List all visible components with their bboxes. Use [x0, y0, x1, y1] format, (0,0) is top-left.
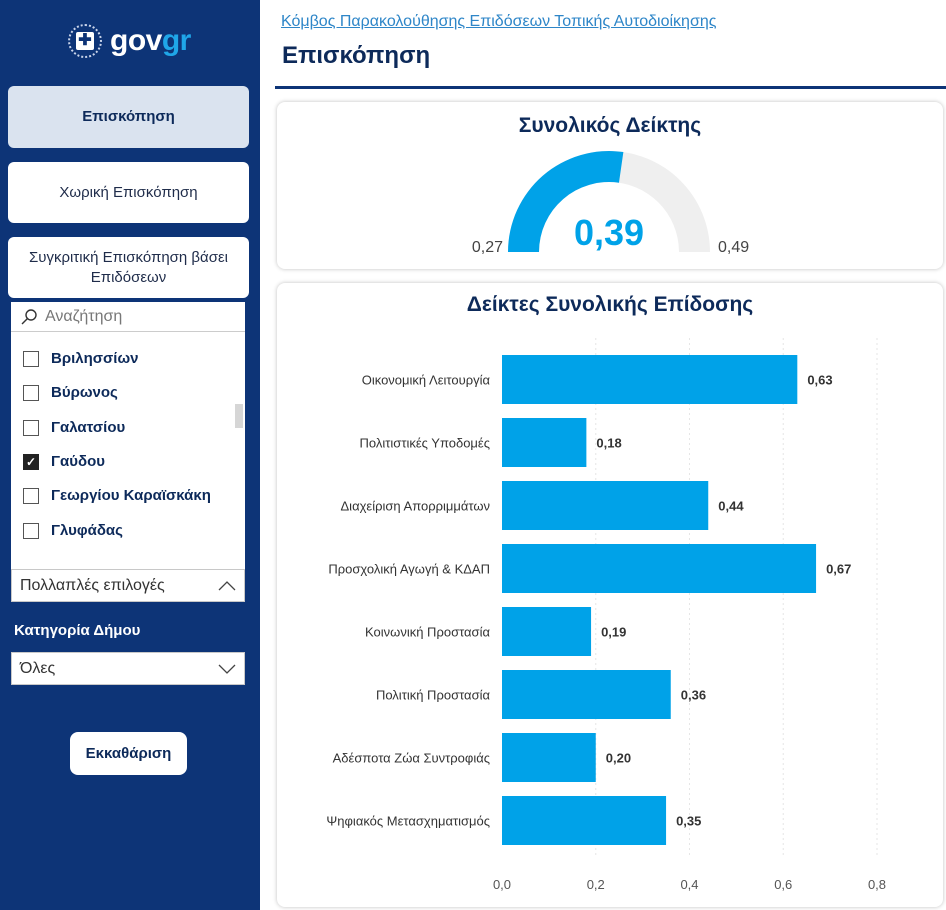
- category-label: Οικονομική Λειτουργία: [362, 373, 491, 388]
- data-label: 0,20: [606, 751, 631, 766]
- slicer-search[interactable]: Αναζήτηση: [11, 302, 245, 332]
- slicer-list: Βριλησσίων Βύρωνος Γαλατσίου ✓ Γαύδου Γεω…: [11, 332, 245, 568]
- x-tick-label: 0,4: [680, 877, 698, 892]
- list-item[interactable]: Γαλατσίου: [23, 419, 125, 436]
- gauge-title: Συνολικός Δείκτης: [518, 114, 702, 137]
- data-label: 0,63: [807, 373, 832, 388]
- checkbox[interactable]: [23, 487, 39, 504]
- nav-spatial-overview[interactable]: Χωρική Επισκόπηση: [8, 162, 249, 223]
- bar-chart-card: Δείκτες Συνολικής Επίδοσης 0,0 0,2 0,4 0,6 0…: [277, 283, 943, 907]
- bar: [502, 481, 709, 530]
- chevron-up-icon: [218, 580, 236, 590]
- bar: [502, 796, 667, 845]
- list-item[interactable]: Βύρωνος: [23, 384, 118, 401]
- gauge-max: 0,49: [718, 239, 749, 256]
- chart-title: Δείκτες Συνολικής Επίδοσης: [466, 293, 754, 316]
- list-item[interactable]: Γεωργίου Καραϊσκάκη: [23, 487, 211, 504]
- bar: [502, 607, 592, 656]
- category-label: Πολιτική Προστασία: [376, 688, 491, 703]
- gauge-card: Συνολικός Δείκτης 0,39 0,27 0,49: [277, 102, 943, 269]
- x-tick-label: 0,8: [868, 877, 886, 892]
- category-dropdown[interactable]: Όλες: [11, 652, 245, 685]
- chevron-down-icon: [218, 664, 236, 674]
- data-label: 0,44: [718, 499, 744, 514]
- list-item[interactable]: Βριλησσίων: [23, 350, 139, 367]
- gauge-chart: 0,39 0,27 0,49: [472, 151, 749, 256]
- data-label: 0,35: [676, 814, 701, 829]
- scrollbar[interactable]: [235, 404, 243, 428]
- checkbox[interactable]: [23, 419, 39, 436]
- selection-value: Πολλαπλές επιλογές: [20, 576, 165, 594]
- gauge-fill: [508, 151, 624, 252]
- x-tick-label: 0,6: [774, 877, 792, 892]
- bar: [502, 418, 587, 467]
- checkbox[interactable]: [23, 350, 39, 367]
- selection-dropdown[interactable]: Πολλαπλές επιλογές: [11, 569, 245, 602]
- data-label: 0,67: [826, 562, 851, 577]
- checkbox-checked[interactable]: ✓: [23, 453, 39, 470]
- checkbox[interactable]: [23, 522, 39, 539]
- category-label: Πολιτιστικές Υποδομές: [360, 436, 490, 451]
- divider: [275, 86, 946, 89]
- x-tick-label: 0,0: [493, 877, 511, 892]
- list-item[interactable]: Γλυφάδας: [23, 522, 123, 539]
- data-label: 0,19: [601, 625, 626, 640]
- x-tick-label: 0,2: [587, 877, 605, 892]
- category-value: Όλες: [20, 659, 56, 677]
- category-label: Κοινωνική Προστασία: [365, 625, 490, 640]
- govgr-logo: ✚ govgr: [68, 24, 191, 58]
- municipality-slicer: Αναζήτηση Βριλησσίων Βύρωνος Γαλατσίου ✓…: [11, 302, 245, 602]
- search-placeholder: Αναζήτηση: [45, 307, 123, 325]
- clear-button[interactable]: Εκκαθάριση: [70, 732, 187, 775]
- breadcrumb[interactable]: Κόμβος Παρακολούθησης Επιδόσεων Τοπικής …: [281, 13, 717, 30]
- greek-seal-icon: ✚: [68, 24, 102, 58]
- bar: [502, 733, 596, 782]
- gauge-min: 0,27: [472, 239, 503, 256]
- category-label: Ψηφιακός Μετασχηματισμός: [326, 814, 490, 829]
- nav-comparative-overview[interactable]: Συγκριτική Επισκόπηση βάσει Επιδόσεων: [8, 237, 249, 298]
- bar: [502, 670, 671, 719]
- sidebar: ✚ govgr Επισκόπηση Χωρική Επισκόπηση Συγ…: [0, 0, 260, 910]
- bar: [502, 355, 798, 404]
- checkbox[interactable]: [23, 384, 39, 401]
- category-label: Αδέσποτα Ζώα Συντροφιάς: [333, 751, 490, 766]
- nav-overview[interactable]: Επισκόπηση: [8, 86, 249, 148]
- page-title: Επισκόπηση: [282, 42, 431, 69]
- category-label: Κατηγορία Δήμου: [14, 622, 141, 639]
- category-label: Προσχολική Αγωγή & ΚΔΑΠ: [328, 562, 490, 577]
- search-icon: [21, 308, 37, 324]
- bar-chart: 0,0 0,2 0,4 0,6 0,8 Οικονομική Λειτουργία 0,63…: [326, 338, 886, 892]
- bar: [502, 544, 817, 593]
- list-item[interactable]: ✓ Γαύδου: [23, 453, 105, 470]
- data-label: 0,36: [681, 688, 706, 703]
- data-label: 0,18: [596, 436, 621, 451]
- gauge-value: 0,39: [574, 212, 644, 253]
- category-label: Διαχείριση Απορριμμάτων: [341, 499, 491, 514]
